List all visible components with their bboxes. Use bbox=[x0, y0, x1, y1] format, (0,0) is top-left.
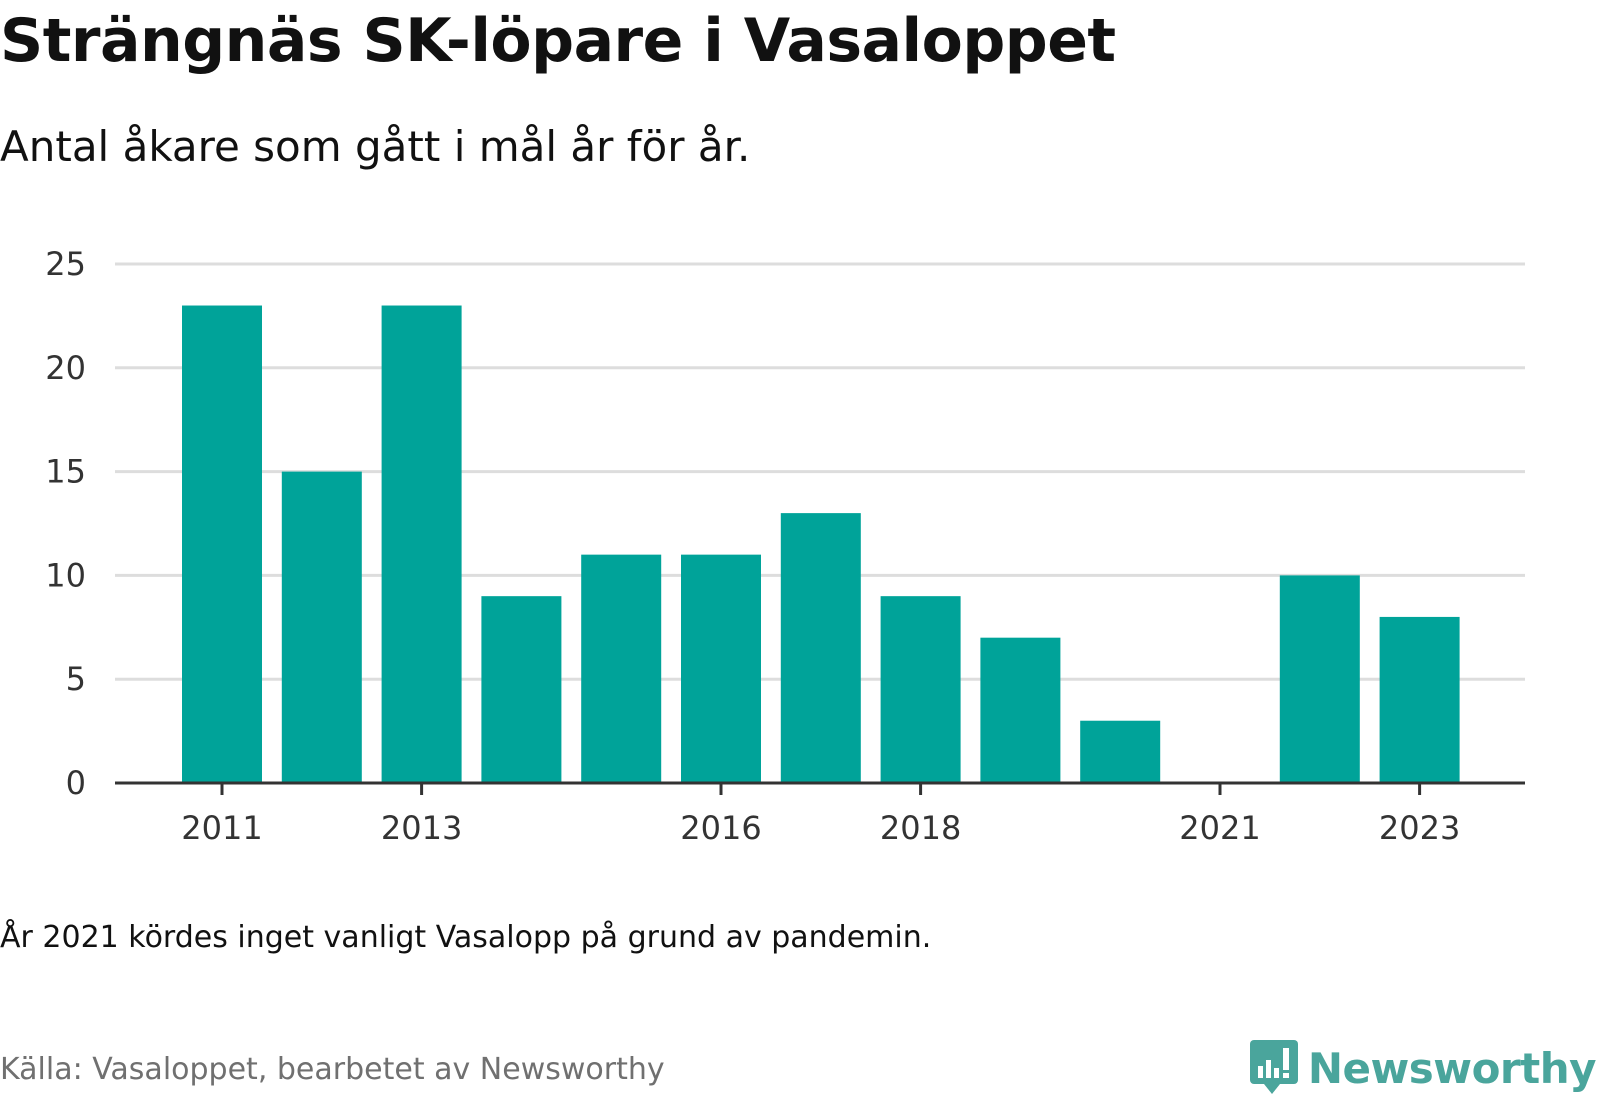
y-tick-label: 5 bbox=[66, 660, 86, 698]
axes: 0 5 10 15 20 25 2011 2013 2016 2018 2021 2023 bbox=[45, 245, 1525, 847]
brand-name: Newsworthy bbox=[1307, 1043, 1597, 1093]
chart-title: Strängnäs SK-löpare i Vasaloppet bbox=[0, 6, 1116, 76]
y-tick-label: 25 bbox=[45, 245, 86, 283]
bar-2011 bbox=[182, 305, 262, 783]
x-tick-label: 2013 bbox=[381, 809, 462, 847]
y-tick-label: 20 bbox=[45, 349, 86, 387]
bar-2014 bbox=[481, 596, 562, 783]
bar-chart: 0 5 10 15 20 25 2011 2013 2016 2018 2021 2023 bbox=[45, 245, 1525, 847]
brand-logo: Newsworthy bbox=[1249, 1040, 1597, 1096]
chart-subtitle: Antal åkare som gått i mål år för år. bbox=[0, 122, 751, 171]
y-tick-label: 0 bbox=[66, 764, 86, 802]
bar-2018 bbox=[880, 596, 961, 783]
bar-2022 bbox=[1279, 575, 1360, 783]
x-tick-label: 2021 bbox=[1179, 809, 1260, 847]
bar-2012 bbox=[281, 471, 362, 783]
newsworthy-logo-icon bbox=[1249, 1040, 1298, 1094]
source-credit: Källa: Vasaloppet, bearbetet av Newswort… bbox=[0, 1052, 665, 1087]
bar-2019 bbox=[980, 637, 1061, 783]
x-tick-label: 2016 bbox=[680, 809, 761, 847]
bars bbox=[182, 305, 1460, 783]
bar-2017 bbox=[780, 513, 861, 783]
bar-2015 bbox=[581, 554, 662, 783]
x-tick-label: 2023 bbox=[1379, 809, 1460, 847]
y-tick-label: 15 bbox=[45, 453, 86, 491]
bar-2013 bbox=[381, 305, 462, 783]
bar-2023 bbox=[1379, 616, 1460, 783]
bar-2020 bbox=[1080, 720, 1161, 783]
x-tick-label: 2011 bbox=[181, 809, 262, 847]
bar-2016 bbox=[681, 554, 761, 783]
y-tick-label: 10 bbox=[45, 556, 86, 594]
footnote: År 2021 kördes inget vanligt Vasalopp på… bbox=[0, 920, 932, 955]
x-tick-label: 2018 bbox=[880, 809, 961, 847]
